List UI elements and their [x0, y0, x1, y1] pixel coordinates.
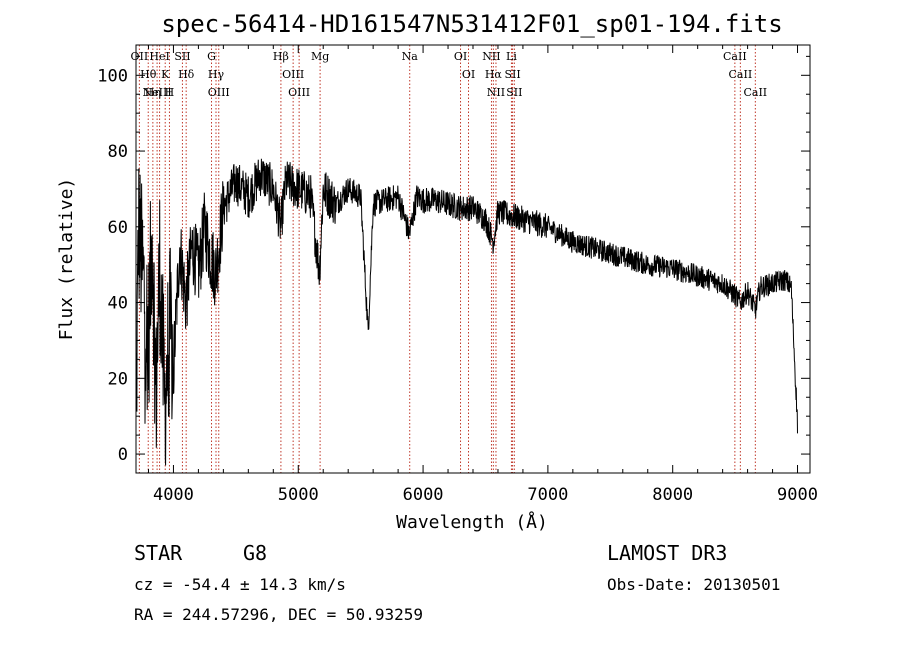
x-tick-label: 7000 — [527, 485, 568, 505]
y-tick-label: 60 — [108, 218, 128, 238]
emission-line-label: OIII — [282, 68, 304, 81]
y-axis-ticks: 0 20 40 60 80 100 — [97, 55, 810, 474]
emission-line-label: SII — [174, 50, 190, 63]
coordinates: RA = 244.57296, DEC = 50.93259 — [134, 605, 423, 624]
y-tick-label: 40 — [108, 294, 128, 314]
y-tick-label: 80 — [108, 142, 128, 162]
obs-date: Obs-Date: 20130501 — [607, 575, 780, 594]
emission-line-label: OIII — [208, 86, 230, 99]
x-tick-label: 9000 — [777, 485, 818, 505]
emission-line-label: OI — [462, 68, 475, 81]
emission-line-label: OI — [454, 50, 467, 63]
emission-line-label: Hη — [145, 86, 161, 99]
emission-line-label: Hγ — [208, 68, 225, 81]
emission-line-label: NII — [487, 86, 505, 99]
chart-title: spec-56414-HD161547N531412F01_sp01-194.f… — [161, 10, 782, 38]
emission-line-label: H — [165, 86, 175, 99]
x-tick-label: 8000 — [652, 485, 693, 505]
x-tick-label: 6000 — [403, 485, 444, 505]
survey-name: LAMOST DR3 — [607, 541, 727, 565]
y-tick-label: 20 — [108, 369, 128, 389]
emission-line-label: SII — [506, 86, 522, 99]
emission-line-label: K — [161, 68, 170, 81]
spectrum-line — [135, 158, 798, 466]
y-tick-label: 100 — [97, 66, 128, 86]
emission-line-label: Hδ — [178, 68, 195, 81]
y-axis-label: Flux (relative) — [56, 178, 77, 341]
emission-line-label: Hβ — [273, 50, 289, 63]
emission-line-label: SII — [504, 68, 520, 81]
emission-line-label: Hθ — [140, 68, 157, 81]
subclass: G8 — [243, 541, 267, 565]
emission-line-label: CaII — [729, 68, 753, 81]
x-tick-label: 5000 — [278, 485, 319, 505]
x-tick-label: 4000 — [153, 485, 194, 505]
y-tick-label: 0 — [118, 445, 128, 465]
emission-line-labels: OIIHθHηNeIIIHeIKHSIIHδGHγOIIIHβOIIIOIIIM… — [131, 50, 768, 99]
emission-line-label: NeIII — [143, 86, 172, 99]
emission-line-label: CaII — [743, 86, 767, 99]
emission-line-label: CaII — [723, 50, 747, 63]
emission-line-label: Na — [402, 50, 419, 63]
emission-line-label: Mg — [311, 50, 329, 63]
plot-frame — [135, 44, 811, 474]
emission-line-label: Hα — [485, 68, 503, 81]
emission-line-label: NII — [482, 50, 500, 63]
emission-line-label: Li — [506, 50, 517, 63]
emission-line-label: HeI — [149, 50, 169, 63]
emission-line-label: G — [207, 50, 216, 63]
x-axis-ticks: 4000 5000 6000 7000 8000 9000 — [147, 45, 818, 505]
emission-line-label: OIII — [288, 86, 310, 99]
x-axis-label: Wavelength (Å) — [396, 511, 548, 533]
object-class: STAR — [134, 541, 183, 565]
redshift-text: cz = -54.4 ± 14.3 km/s — [134, 575, 346, 594]
